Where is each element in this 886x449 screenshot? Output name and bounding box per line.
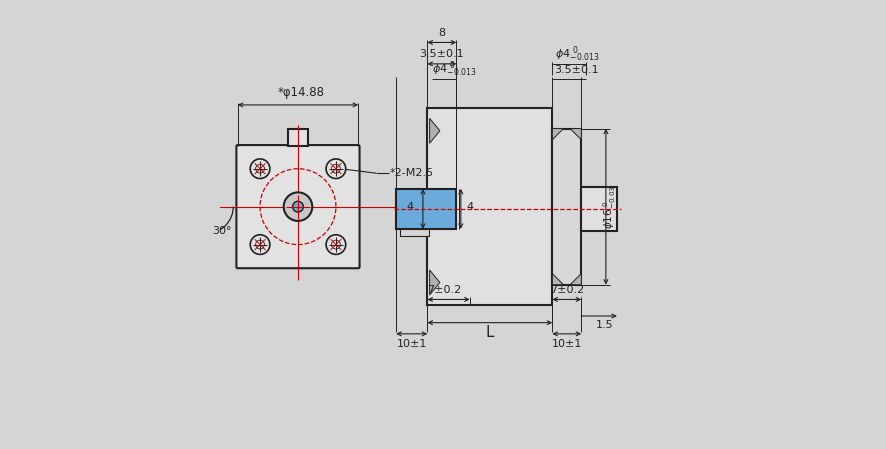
Bar bbox=[400, 229, 429, 236]
Circle shape bbox=[256, 164, 264, 173]
Text: 1.5: 1.5 bbox=[596, 320, 614, 330]
Polygon shape bbox=[552, 128, 563, 140]
Circle shape bbox=[284, 192, 312, 221]
Polygon shape bbox=[571, 128, 581, 140]
Bar bbox=[396, 189, 456, 229]
Text: $\phi$4$^{\ 0}_{-0.013}$: $\phi$4$^{\ 0}_{-0.013}$ bbox=[431, 60, 477, 79]
Text: *2-M2.5: *2-M2.5 bbox=[390, 168, 433, 178]
Text: 3.5±0.1: 3.5±0.1 bbox=[555, 65, 599, 75]
Polygon shape bbox=[571, 273, 581, 285]
Circle shape bbox=[256, 240, 264, 249]
Text: 7±0.2: 7±0.2 bbox=[427, 285, 462, 295]
Text: 8: 8 bbox=[439, 28, 446, 38]
Text: 7±0.2: 7±0.2 bbox=[549, 285, 584, 295]
Bar bbox=[288, 129, 307, 146]
FancyBboxPatch shape bbox=[237, 145, 360, 268]
Text: $\phi$16$^{\ 0}_{-0.03}$: $\phi$16$^{\ 0}_{-0.03}$ bbox=[601, 185, 618, 229]
Polygon shape bbox=[430, 118, 439, 143]
Text: L: L bbox=[486, 325, 494, 340]
Text: 4: 4 bbox=[407, 202, 414, 212]
Text: $\phi$4$^{\ 0}_{-0.013}$: $\phi$4$^{\ 0}_{-0.013}$ bbox=[555, 44, 599, 64]
Circle shape bbox=[292, 201, 303, 212]
Text: 10±1: 10±1 bbox=[552, 339, 582, 348]
Text: 10±1: 10±1 bbox=[397, 339, 427, 348]
Circle shape bbox=[326, 235, 346, 255]
Circle shape bbox=[250, 235, 270, 255]
Circle shape bbox=[250, 159, 270, 179]
Bar bbox=[552, 128, 581, 285]
Bar bbox=[427, 109, 552, 305]
Circle shape bbox=[326, 159, 346, 179]
Circle shape bbox=[331, 240, 340, 249]
Text: 30°: 30° bbox=[213, 226, 232, 236]
Bar bbox=[581, 187, 617, 231]
Polygon shape bbox=[552, 273, 563, 285]
Text: 4: 4 bbox=[466, 202, 473, 212]
Text: *φ14.88: *φ14.88 bbox=[278, 86, 325, 99]
Polygon shape bbox=[430, 270, 439, 295]
Text: 3.5±0.1: 3.5±0.1 bbox=[420, 49, 464, 59]
Circle shape bbox=[331, 164, 340, 173]
